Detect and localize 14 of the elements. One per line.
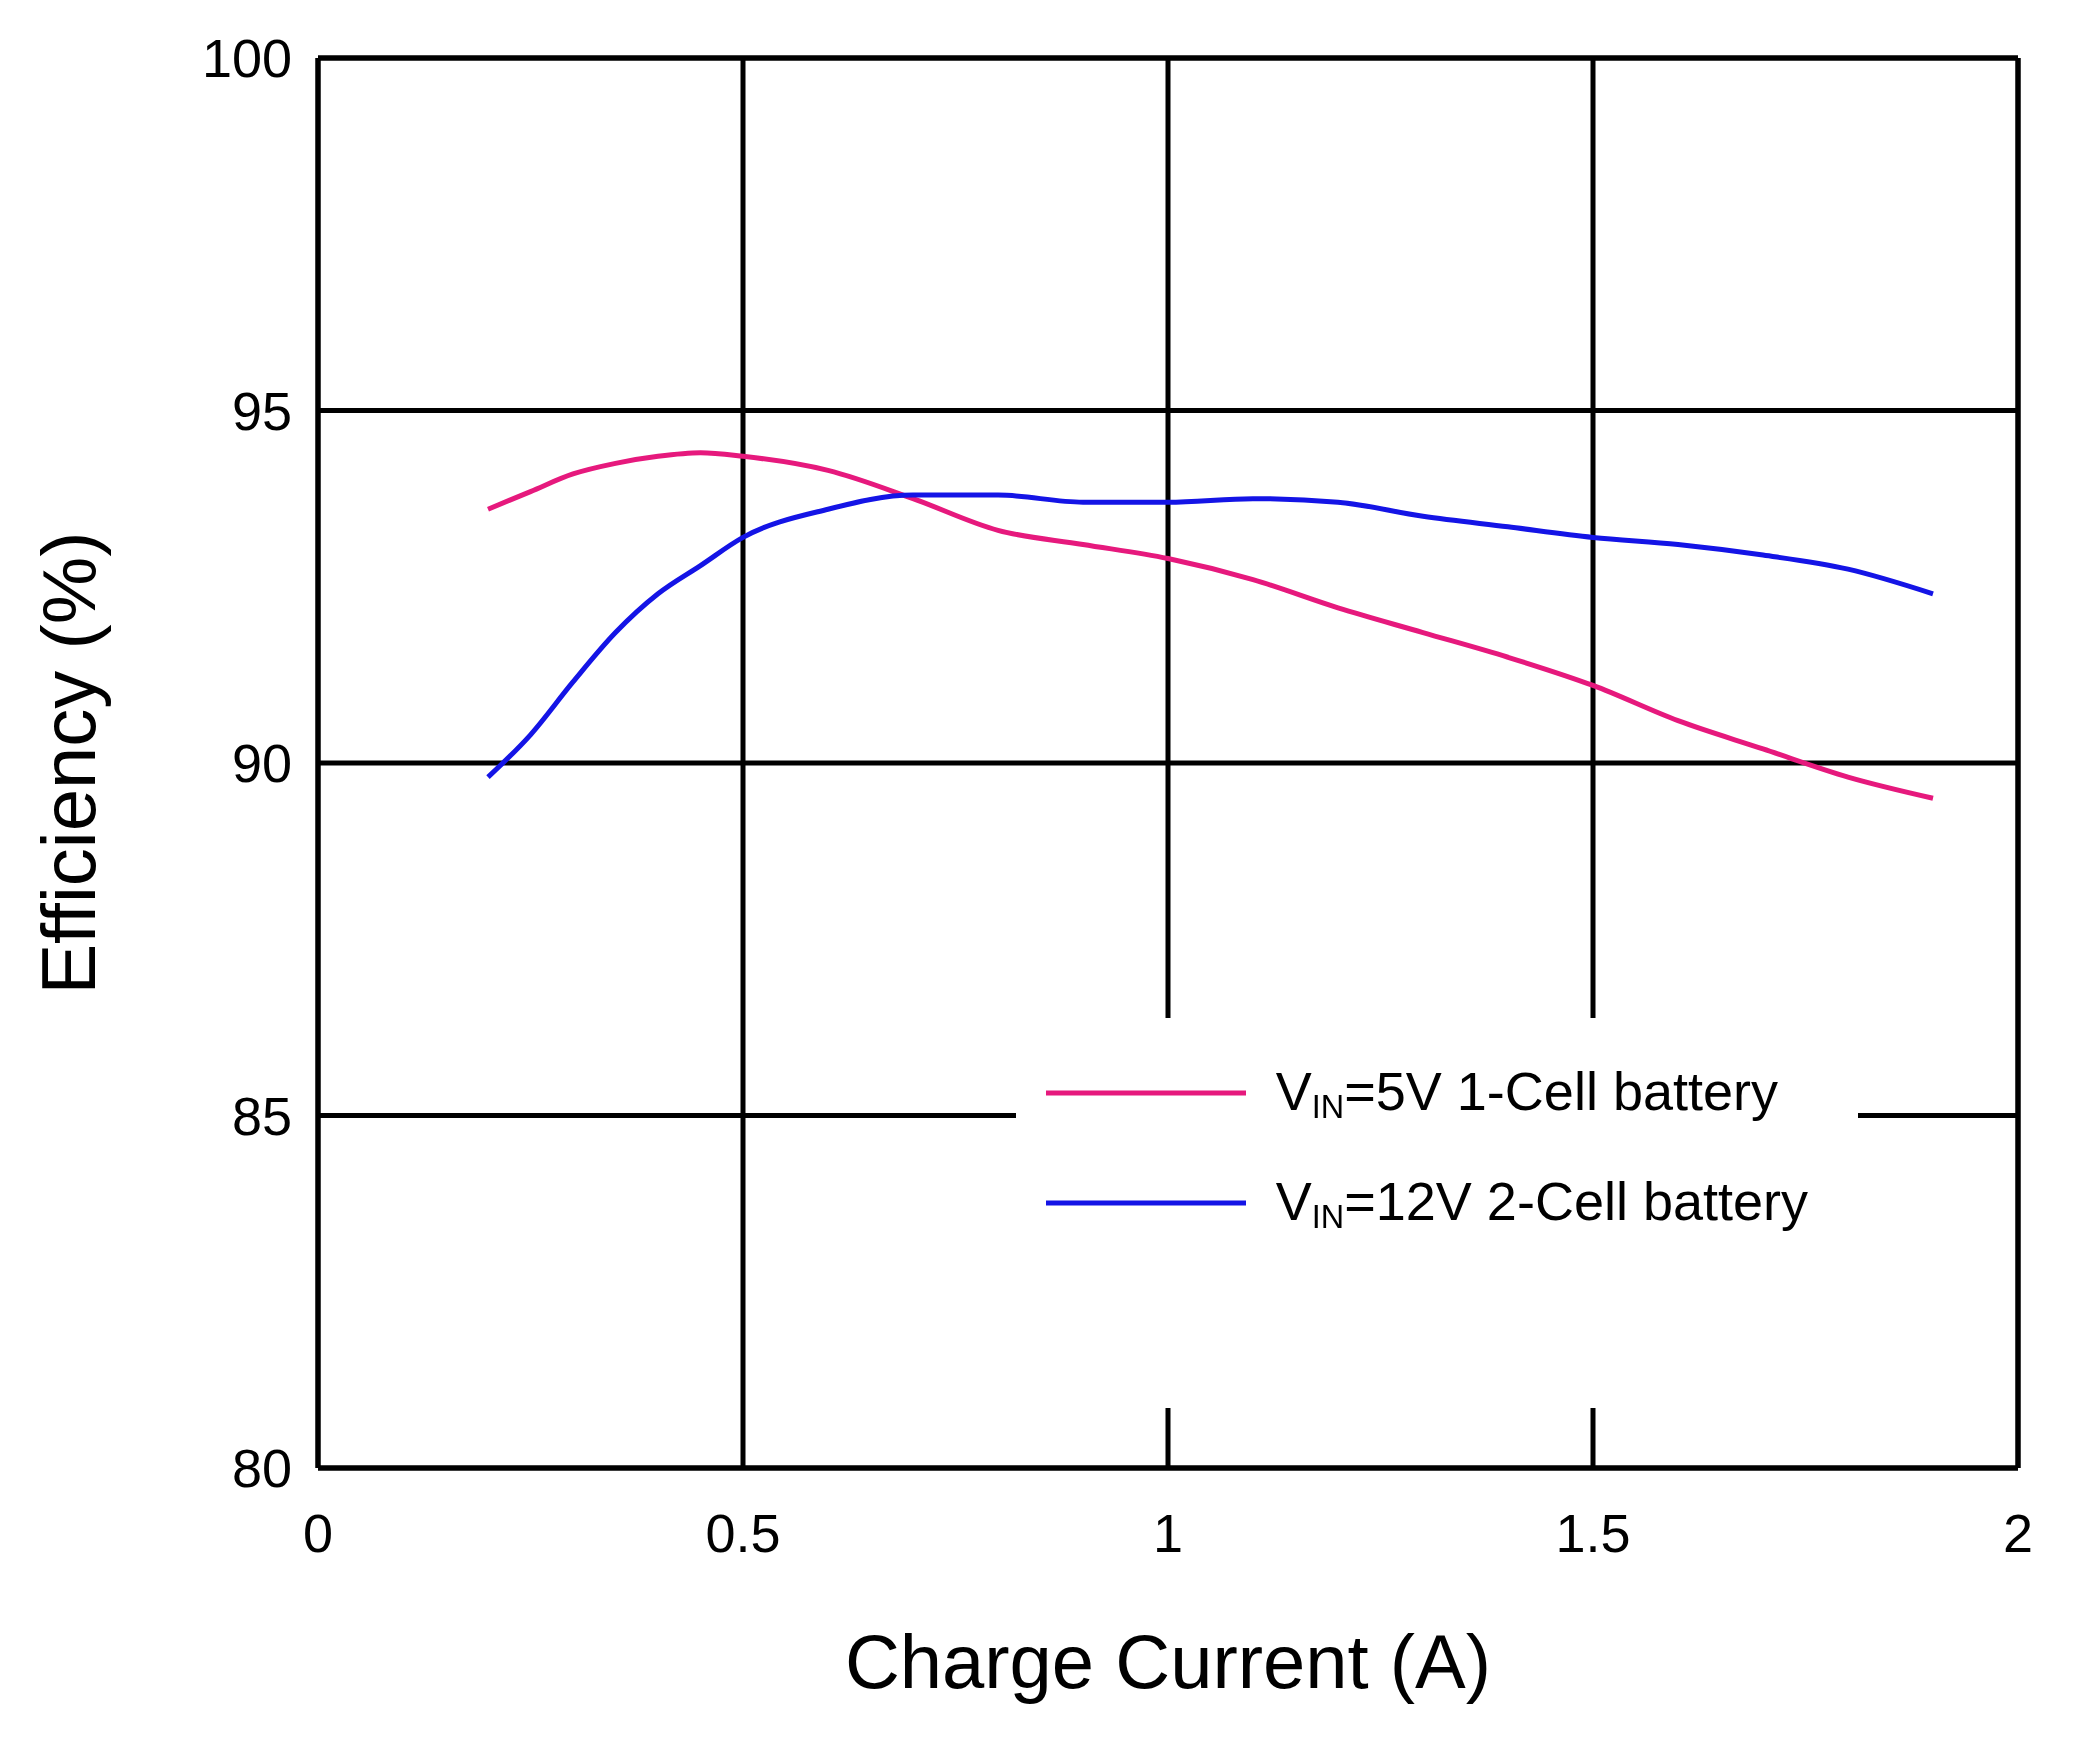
x-axis-title: Charge Current (A) [844, 1619, 1492, 1704]
y-tick-label: 95 [231, 380, 292, 441]
y-tick-label: 85 [231, 1085, 292, 1146]
y-axis-title: Efficiency (%) [25, 531, 111, 995]
y-tick-label: 100 [201, 28, 292, 89]
legend-label: V$_{IN}$=5V 1-Cell battery [1275, 1059, 1778, 1127]
x-tick-label: 2 [2002, 1503, 2034, 1564]
y-tick-label: 80 [231, 1438, 292, 1499]
x-tick-label: 1.5 [1555, 1503, 1631, 1564]
y-tick-label: 90 [231, 733, 292, 794]
legend-label: V$_{IN}$=12V 2-Cell battery [1275, 1169, 1808, 1237]
x-tick-label: 1 [1152, 1503, 1184, 1564]
x-tick-label: 0 [302, 1503, 334, 1564]
x-tick-label: 0.5 [705, 1503, 781, 1564]
